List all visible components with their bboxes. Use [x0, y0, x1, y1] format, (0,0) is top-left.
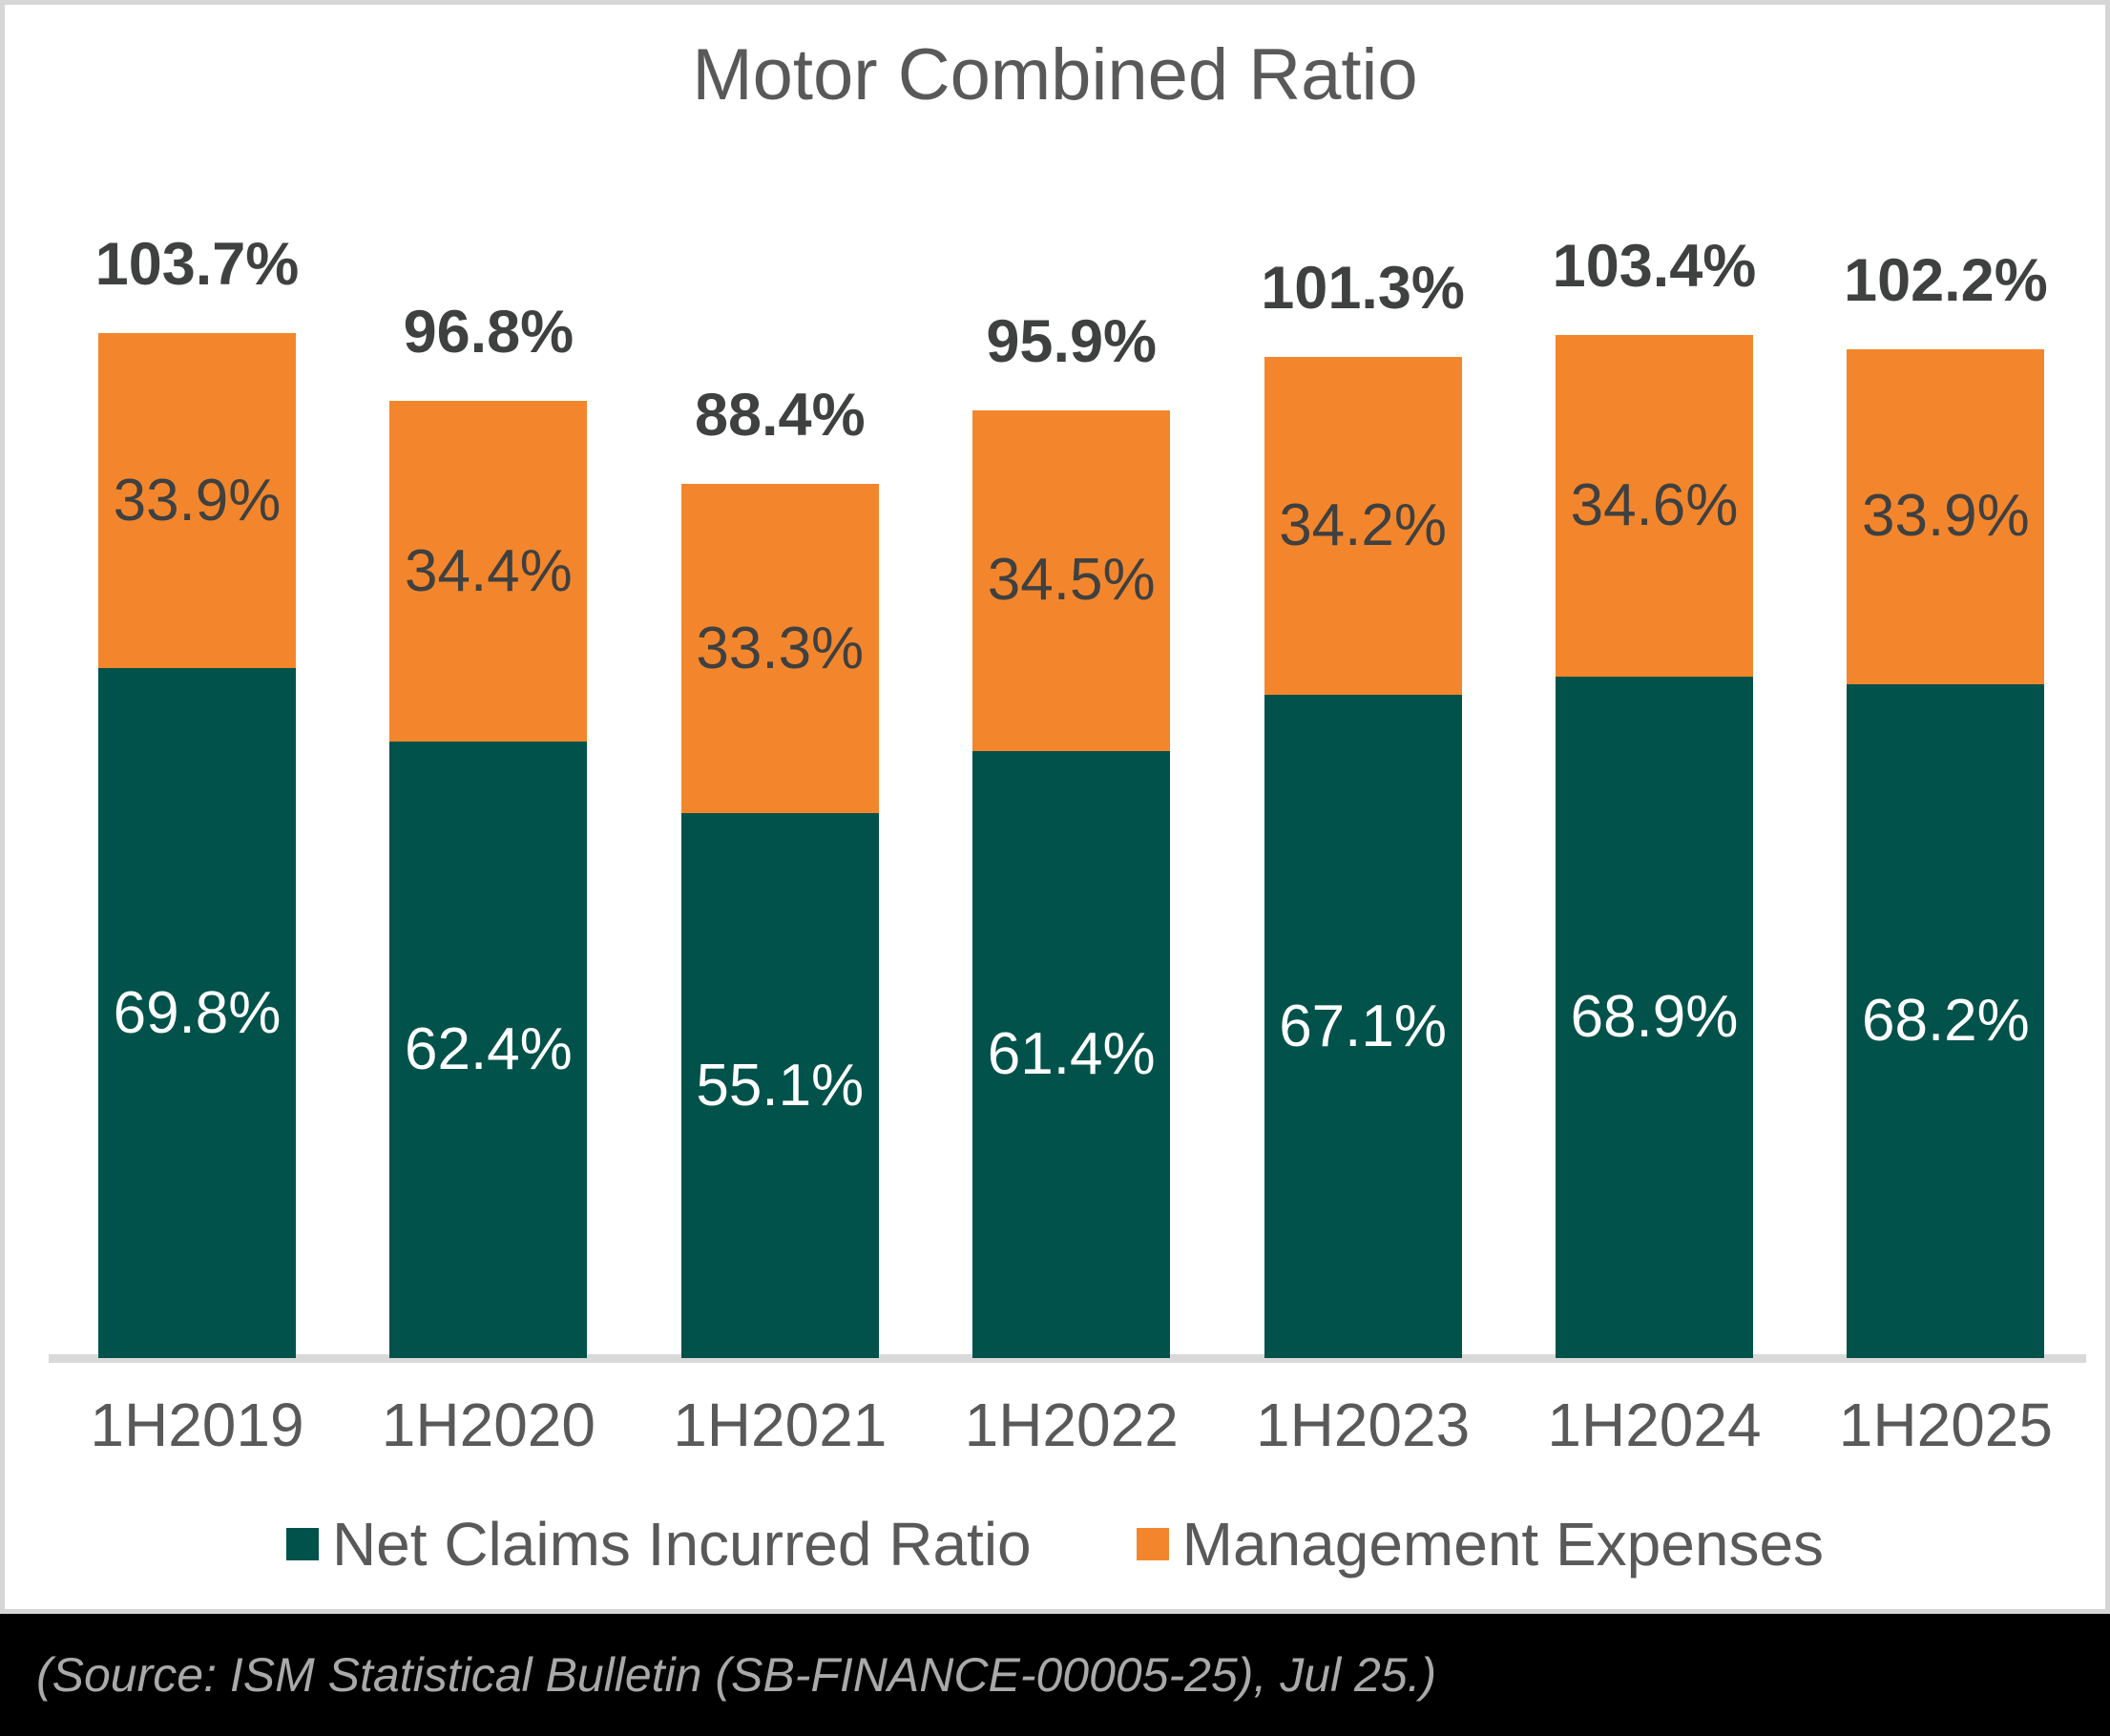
- legend-label: Management Expenses: [1181, 1510, 1825, 1579]
- bar-segment-management-expenses: 34.6%: [1556, 335, 1753, 678]
- total-value-label: 103.4%: [1552, 233, 1757, 301]
- total-value-label: 102.2%: [1844, 246, 2048, 314]
- total-value-label: 95.9%: [986, 307, 1158, 375]
- bar-segment-net-claims: 68.9%: [1556, 677, 1753, 1358]
- bar-segment-net-claims: 62.4%: [389, 741, 588, 1358]
- x-axis-label: 1H2020: [381, 1391, 595, 1459]
- chart-title: Motor Combined Ratio: [692, 34, 1418, 115]
- total-value-label: 88.4%: [694, 382, 866, 450]
- bar-segment-management-expenses: 33.9%: [98, 332, 296, 669]
- x-axis-label: 1H2023: [1255, 1391, 1471, 1459]
- total-value-label: 101.3%: [1261, 254, 1465, 322]
- bar-segment-management-expenses: 34.4%: [389, 401, 588, 742]
- x-axis-label: 1H2019: [90, 1391, 304, 1459]
- legend: Net Claims Incurred Ratio Management Expe…: [5, 1511, 2105, 1578]
- x-axis-label: 1H2022: [964, 1391, 1179, 1459]
- bar-segment-management-expenses: 34.2%: [1264, 356, 1462, 696]
- plot-area: 33.9% 69.8% 103.7% 1H2019 34.4% 62.4% 96.8% 1H2…: [5, 5, 2105, 1609]
- source-bar: (Source: ISM Statistical Bulletin (SB-FI…: [0, 1614, 2110, 1736]
- source-text: (Source: ISM Statistical Bulletin (SB-FI…: [36, 1648, 1437, 1702]
- x-axis-label: 1H2021: [673, 1391, 888, 1459]
- bar-segment-net-claims: 69.8%: [98, 668, 296, 1358]
- bar-segment-management-expenses: 34.5%: [972, 409, 1171, 752]
- bar-segment-net-claims: 61.4%: [972, 751, 1171, 1358]
- bar-segment-management-expenses: 33.9%: [1847, 348, 2045, 684]
- x-axis-line: [49, 1354, 2086, 1363]
- bar-segment-management-expenses: 33.3%: [680, 484, 879, 814]
- legend-item: Management Expenses: [1136, 1510, 1825, 1579]
- bar-segment-net-claims: 55.1%: [680, 813, 879, 1358]
- bar-segment-net-claims: 67.1%: [1264, 695, 1462, 1358]
- legend-swatch-icon: [285, 1528, 319, 1561]
- x-axis-label: 1H2024: [1547, 1391, 1762, 1459]
- bar-segment-net-claims: 68.2%: [1847, 683, 2045, 1358]
- chart-panel: Motor Combined Ratio 33.9% 69.8% 103.7% 1H2…: [0, 0, 2110, 1614]
- total-value-label: 96.8%: [403, 299, 575, 366]
- legend-item: Net Claims Incurred Ratio: [285, 1510, 1032, 1579]
- legend-label: Net Claims Incurred Ratio: [331, 1510, 1032, 1579]
- x-axis-label: 1H2025: [1838, 1391, 2053, 1459]
- total-value-label: 103.7%: [94, 230, 300, 298]
- legend-swatch-icon: [1136, 1528, 1169, 1561]
